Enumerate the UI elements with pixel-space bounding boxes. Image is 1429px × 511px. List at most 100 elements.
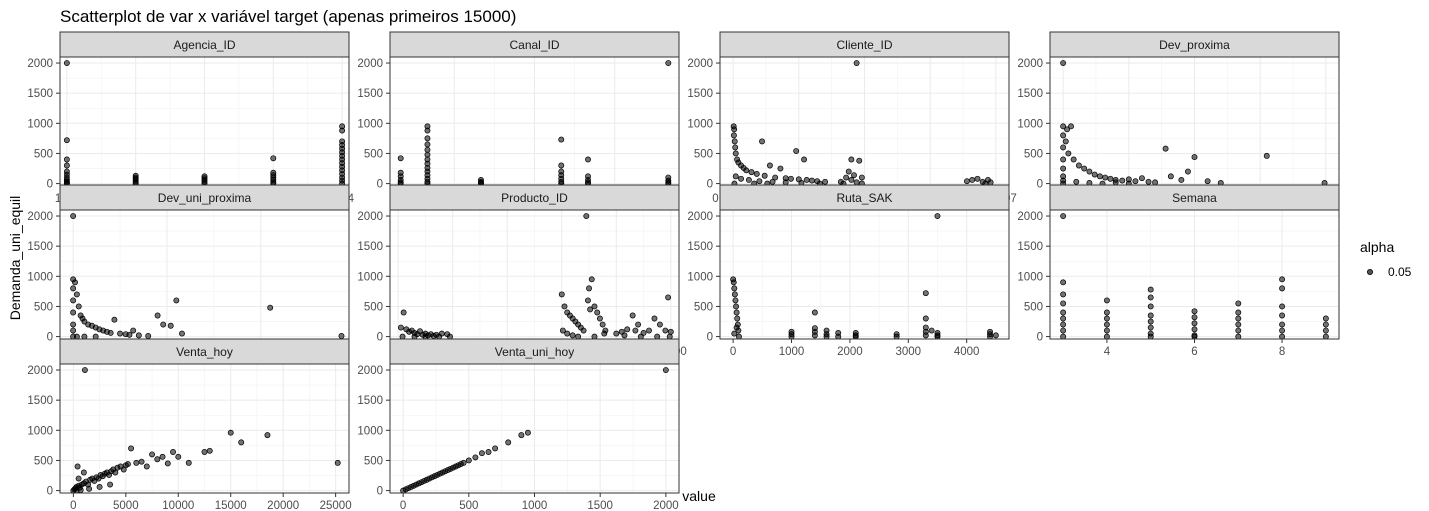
data-point bbox=[1060, 333, 1067, 340]
y-tick-label: 0 bbox=[377, 486, 383, 498]
facet-panel: Dev_uni_proxima0501000500100015002000 bbox=[27, 184, 350, 358]
data-point bbox=[596, 315, 603, 322]
panel-background bbox=[60, 210, 349, 339]
data-point bbox=[485, 449, 492, 455]
data-point bbox=[733, 309, 740, 316]
data-point bbox=[823, 333, 830, 340]
x-tick-label: 3000 bbox=[895, 346, 921, 358]
y-tick-label: 0 bbox=[47, 179, 53, 191]
x-tick-label: 15000 bbox=[215, 500, 247, 511]
y-tick-label: 0 bbox=[1037, 332, 1043, 344]
y-tick-label: 0 bbox=[707, 179, 713, 191]
data-point bbox=[1107, 175, 1114, 182]
data-point bbox=[63, 156, 70, 163]
data-point bbox=[748, 169, 755, 176]
data-point bbox=[835, 333, 842, 340]
data-point bbox=[339, 127, 346, 134]
y-tick-label: 1000 bbox=[687, 118, 713, 130]
data-point bbox=[1279, 327, 1286, 334]
facet-strip-label: Producto_ID bbox=[501, 191, 568, 205]
data-point bbox=[1152, 179, 1159, 186]
facet-strip bbox=[389, 338, 680, 365]
y-tick-label: 500 bbox=[694, 148, 713, 160]
data-point bbox=[613, 330, 620, 337]
data-point bbox=[135, 332, 142, 339]
data-point bbox=[1235, 321, 1242, 328]
data-point bbox=[738, 175, 744, 182]
data-point bbox=[843, 174, 850, 181]
panel-background bbox=[720, 210, 1009, 339]
data-point bbox=[70, 321, 77, 328]
data-point bbox=[424, 151, 431, 158]
data-point bbox=[70, 285, 77, 292]
data-point bbox=[732, 297, 739, 304]
y-tick-label: 1000 bbox=[687, 271, 713, 283]
y-tick-label: 500 bbox=[364, 148, 383, 160]
data-point bbox=[731, 285, 738, 292]
data-point bbox=[75, 303, 82, 310]
data-point bbox=[1279, 303, 1286, 310]
data-point bbox=[1139, 175, 1145, 182]
facet-panel: Producto_ID01000020000300004000050000050… bbox=[357, 184, 687, 358]
panel-border bbox=[1049, 209, 1340, 340]
legend-label: 0.05 bbox=[1388, 265, 1412, 279]
data-point bbox=[1112, 179, 1119, 186]
data-point bbox=[1060, 279, 1067, 286]
data-point bbox=[206, 447, 213, 454]
data-point bbox=[334, 459, 341, 466]
data-point bbox=[1147, 324, 1154, 331]
y-tick-label: 500 bbox=[694, 301, 713, 313]
data-point bbox=[70, 327, 77, 334]
data-point bbox=[569, 332, 576, 339]
data-point bbox=[1322, 327, 1329, 334]
data-point bbox=[424, 127, 431, 134]
legend: alpha 0.05 bbox=[1360, 239, 1412, 279]
data-point bbox=[1279, 276, 1286, 283]
data-point bbox=[772, 174, 779, 181]
y-tick-label: 2000 bbox=[27, 365, 53, 377]
data-point bbox=[559, 327, 566, 334]
y-tick-label: 500 bbox=[364, 301, 383, 313]
y-tick-label: 2000 bbox=[687, 211, 713, 223]
facet-strip bbox=[1049, 184, 1340, 211]
data-point bbox=[803, 177, 810, 183]
data-point bbox=[656, 321, 663, 328]
data-point bbox=[769, 178, 776, 185]
data-point bbox=[111, 316, 118, 323]
x-tick-label: 1000 bbox=[522, 500, 548, 511]
data-point bbox=[460, 459, 467, 466]
data-point bbox=[154, 456, 161, 463]
data-point bbox=[731, 138, 738, 145]
y-tick-label: 1000 bbox=[27, 425, 53, 437]
data-point bbox=[124, 461, 131, 468]
data-point bbox=[1191, 326, 1198, 333]
data-point bbox=[1081, 165, 1088, 172]
y-tick-label: 1000 bbox=[357, 118, 383, 130]
data-point bbox=[465, 457, 472, 464]
y-tick-label: 0 bbox=[47, 332, 53, 344]
data-point bbox=[149, 451, 155, 458]
facet-panel: Dev_proxima05001000150020000500100015002… bbox=[1017, 31, 1340, 205]
data-point bbox=[1263, 152, 1270, 159]
data-point bbox=[338, 333, 345, 339]
data-point bbox=[70, 309, 77, 316]
data-point bbox=[1147, 312, 1154, 319]
y-tick-label: 500 bbox=[1024, 301, 1043, 313]
data-point bbox=[72, 279, 78, 286]
panel-border bbox=[59, 363, 350, 494]
facet-strip bbox=[59, 338, 350, 365]
data-point bbox=[1162, 145, 1169, 152]
data-point bbox=[447, 333, 453, 340]
data-point bbox=[662, 327, 669, 334]
data-point bbox=[1119, 177, 1126, 184]
data-point bbox=[1204, 178, 1211, 185]
data-point bbox=[1235, 300, 1242, 307]
data-point bbox=[586, 285, 592, 292]
x-tick-label: 4 bbox=[1104, 346, 1111, 358]
data-point bbox=[1060, 165, 1067, 172]
data-point bbox=[1191, 308, 1198, 315]
y-tick-label: 1500 bbox=[357, 88, 383, 100]
data-point bbox=[1103, 327, 1110, 334]
data-point bbox=[81, 318, 88, 325]
data-point bbox=[397, 155, 404, 162]
